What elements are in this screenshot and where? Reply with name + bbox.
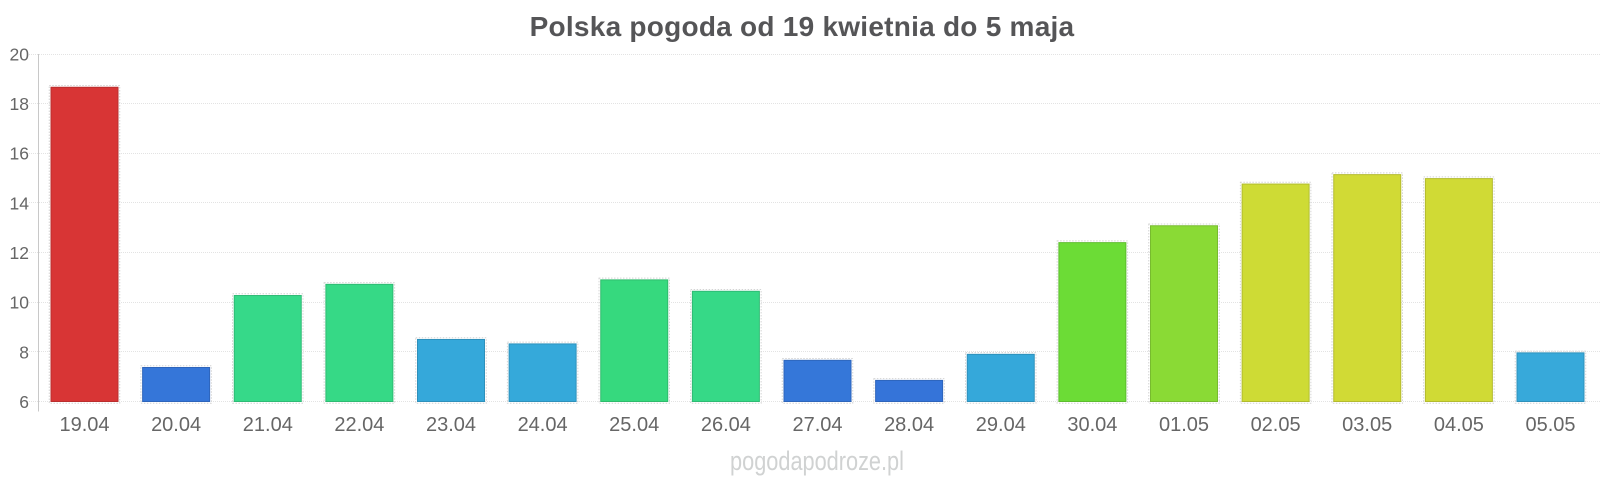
svg-text:20: 20 — [10, 44, 30, 64]
svg-text:23.04: 23.04 — [426, 414, 476, 436]
svg-text:04.05: 04.05 — [1434, 414, 1484, 436]
svg-text:26.04: 26.04 — [701, 414, 751, 436]
svg-text:16: 16 — [10, 144, 29, 164]
svg-text:28.04: 28.04 — [884, 414, 934, 436]
svg-text:03.05: 03.05 — [1342, 414, 1392, 436]
svg-text:12: 12 — [10, 243, 29, 263]
svg-text:24.04: 24.04 — [518, 414, 568, 436]
svg-text:02.05: 02.05 — [1251, 414, 1301, 436]
svg-text:05.05: 05.05 — [1525, 414, 1575, 436]
svg-text:22.04: 22.04 — [334, 414, 384, 436]
svg-text:30.04: 30.04 — [1067, 414, 1117, 436]
svg-text:14: 14 — [10, 193, 30, 213]
svg-text:19.04: 19.04 — [59, 414, 109, 436]
svg-text:10: 10 — [10, 293, 30, 313]
svg-text:21.04: 21.04 — [243, 414, 293, 436]
svg-text:29.04: 29.04 — [976, 414, 1026, 436]
svg-text:01.05: 01.05 — [1159, 414, 1209, 436]
svg-text:25.04: 25.04 — [609, 414, 659, 436]
svg-text:20.04: 20.04 — [151, 414, 201, 436]
svg-text:pogodapodroze.pl: pogodapodroze.pl — [730, 447, 904, 477]
svg-text:Polska pogoda od 19 kwietnia d: Polska pogoda od 19 kwietnia do 5 maja — [530, 11, 1075, 42]
svg-text:8: 8 — [19, 342, 29, 362]
svg-text:6: 6 — [19, 392, 29, 412]
svg-text:27.04: 27.04 — [792, 414, 842, 436]
svg-text:18: 18 — [10, 94, 29, 114]
